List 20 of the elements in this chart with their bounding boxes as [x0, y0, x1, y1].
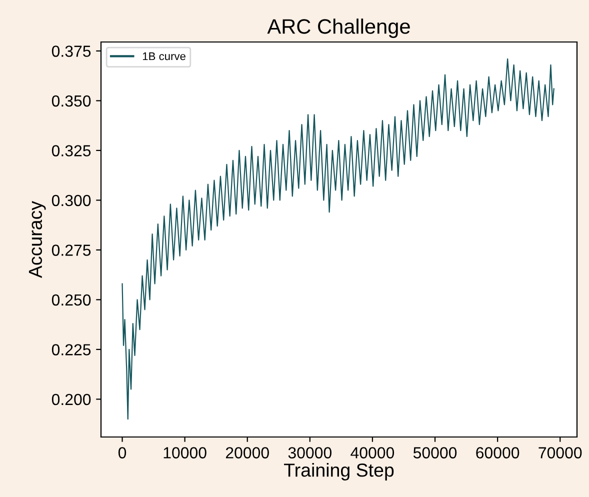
- x-tick-label: 50000: [413, 447, 457, 458]
- x-tick-label: 10000: [164, 447, 206, 458]
- y-axis-title: Accuracy: [28, 200, 46, 278]
- x-tick-label: 0: [118, 447, 126, 458]
- y-tick-label: 0.375: [52, 46, 91, 57]
- x-tick-label: 60000: [476, 447, 520, 458]
- x-tick-label: 70000: [538, 447, 582, 458]
- x-tick-label: 30000: [288, 447, 332, 458]
- y-tick-label: 0.200: [52, 394, 91, 406]
- chart-title: ARC Challenge: [267, 18, 410, 38]
- y-tick-label: 0.225: [52, 344, 91, 356]
- x-axis-title: Training Step: [284, 463, 394, 480]
- y-tick-label: 0.350: [52, 95, 91, 107]
- y-tick-label: 0.300: [52, 194, 91, 206]
- x-tick-label: 20000: [226, 447, 269, 458]
- legend-label: 1B curve: [142, 52, 186, 60]
- y-tick-label: 0.250: [52, 294, 91, 306]
- y-tick-label: 0.275: [52, 244, 91, 256]
- y-tick-label: 0.325: [52, 145, 91, 156]
- x-tick-label: 40000: [350, 447, 394, 458]
